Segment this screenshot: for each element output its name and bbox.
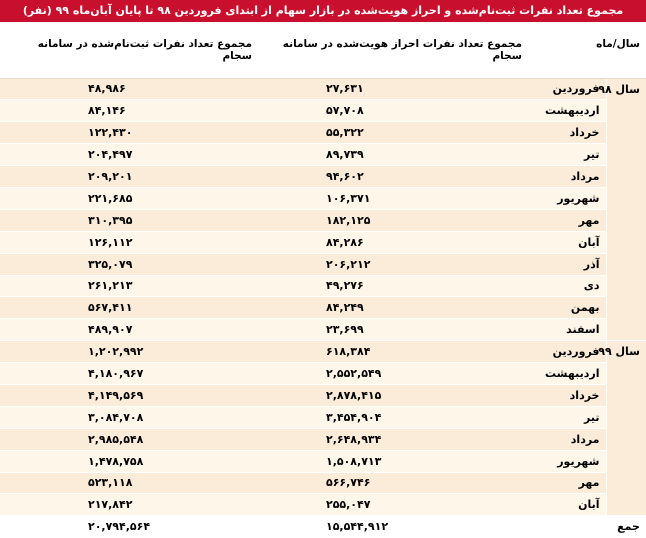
month-cell: خرداد (527, 384, 606, 407)
registered-cell: ۱,۲۰۲,۹۹۲ (0, 340, 258, 364)
month-cell: مرداد (527, 428, 606, 451)
verified-cell: ۱۸۲,۱۲۵ (257, 209, 528, 232)
month-cell: بهمن (527, 296, 606, 320)
registered-cell: ۲۱۷,۸۴۲ (0, 493, 258, 517)
verified-cell: ۲,۸۷۸,۴۱۵ (257, 384, 528, 407)
verified-cell: ۱۰۶,۳۷۱ (257, 187, 528, 210)
verified-cell: ۴۹,۲۷۶ (257, 275, 528, 298)
data-table: سال/ماه مجموع تعداد نفرات احراز هویت‌شده… (0, 22, 646, 538)
registered-cell: ۱,۴۷۸,۷۵۸ (0, 450, 258, 473)
verified-cell: ۸۴,۲۴۹ (257, 296, 528, 320)
month-cell: آبان (527, 493, 606, 517)
month-cell: مهر (527, 209, 606, 232)
header-cell: مجموع تعداد نفرات ثبت‌نام‌شده در سامانه … (0, 22, 258, 79)
verified-cell: ۲,۶۴۸,۹۳۴ (257, 428, 528, 451)
registered-cell: ۲,۹۸۵,۵۴۸ (0, 428, 258, 451)
month-cell: آذر (527, 253, 606, 276)
verified-cell: ۹۴,۶۰۲ (257, 165, 528, 188)
registered-cell: ۳,۰۸۴,۷۰۸ (0, 406, 258, 429)
table-row: تیر ۸۹,۷۳۹ ۲۰۴,۴۹۷ (0, 143, 646, 167)
table-row: بهمن ۸۴,۲۴۹ ۵۶۷,۴۱۱ (0, 296, 646, 320)
registered-cell: ۲۰۴,۴۹۷ (0, 143, 258, 167)
table-row: مرداد ۹۴,۶۰۲ ۲۰۹,۲۰۱ (0, 165, 646, 188)
month-cell: دی (527, 275, 606, 298)
header-row: سال/ماه مجموع تعداد نفرات احراز هویت‌شده… (0, 22, 646, 79)
verified-cell: ۲,۵۵۲,۵۴۹ (257, 362, 528, 385)
verified-cell: ۸۴,۲۸۶ (257, 231, 528, 254)
table-row: مهر ۵۶۶,۷۴۶ ۵۲۳,۱۱۸ (0, 472, 646, 495)
month-cell: آبان (527, 231, 606, 254)
registered-cell: ۳۱۰,۳۹۵ (0, 209, 258, 232)
total-verified: ۱۵,۵۴۴,۹۱۲ (257, 515, 528, 538)
month-cell: تیر (527, 406, 606, 429)
registered-cell: ۲۲۱,۶۸۵ (0, 187, 258, 210)
total-registered: ۲۰,۷۹۴,۵۶۴ (0, 515, 258, 538)
registered-cell: ۳۲۵,۰۷۹ (0, 253, 258, 276)
verified-cell: ۳,۴۵۴,۹۰۴ (257, 406, 528, 429)
table-row: آبان ۸۴,۲۸۶ ۱۲۶,۱۱۲ (0, 231, 646, 254)
registered-cell: ۲۶۱,۲۱۳ (0, 275, 258, 298)
verified-cell: ۵۷,۷۰۸ (257, 99, 528, 123)
month-cell: مهر (527, 472, 606, 495)
table-row: شهریور ۱۰۶,۳۷۱ ۲۲۱,۶۸۵ (0, 187, 646, 210)
header-cell: مجموع تعداد نفرات احراز هویت‌شده در ساما… (257, 22, 528, 79)
month-cell: شهریور (527, 187, 606, 210)
table-row: مرداد ۲,۶۴۸,۹۳۴ ۲,۹۸۵,۵۴۸ (0, 428, 646, 451)
registered-cell: ۴۸,۹۸۶ (0, 78, 258, 101)
header-cell: سال/ماه (527, 22, 646, 79)
year-cell: سال ۹۹ (598, 340, 646, 517)
registered-cell: ۵۲۳,۱۱۸ (0, 472, 258, 495)
verified-cell: ۲۵۵,۰۴۷ (257, 493, 528, 517)
table-row: اسفند ۲۳,۶۹۹ ۴۸۹,۹۰۷ (0, 318, 646, 342)
verified-cell: ۵۶۶,۷۴۶ (257, 472, 528, 495)
table-row: سال ۹۸ فروردین ۲۷,۶۳۱ ۴۸,۹۸۶ (0, 78, 646, 342)
month-cell: اردیبهشت (527, 99, 606, 123)
month-cell: فروردین (527, 78, 606, 101)
registered-cell: ۱۲۲,۴۳۰ (0, 121, 258, 145)
table-row: آذر ۲۰۶,۲۱۲ ۳۲۵,۰۷۹ (0, 253, 646, 276)
table-row: سال ۹۹ فروردین ۶۱۸,۳۸۴ ۱,۲۰۲,۹۹۲ (0, 340, 646, 517)
registered-cell: ۴,۱۸۰,۹۶۷ (0, 362, 258, 385)
table-row: شهریور ۱,۵۰۸,۷۱۳ ۱,۴۷۸,۷۵۸ (0, 450, 646, 473)
month-cell: مرداد (527, 165, 606, 188)
total-label: جمع (527, 515, 646, 538)
year-cell: سال ۹۸ (598, 78, 646, 342)
table-row: اردیبهشت ۲,۵۵۲,۵۴۹ ۴,۱۸۰,۹۶۷ (0, 362, 646, 385)
month-cell: اسفند (527, 318, 606, 342)
month-cell: شهریور (527, 450, 606, 473)
registered-cell: ۸۴,۱۴۶ (0, 99, 258, 123)
table-body: سال ۹۸ فروردین ۲۷,۶۳۱ ۴۸,۹۸۶ اردیبهشت ۵۷,۷۰۸ ۸… (0, 78, 646, 538)
month-cell: اردیبهشت (527, 362, 606, 385)
verified-cell: ۲۷,۶۳۱ (257, 78, 528, 101)
verified-cell: ۲۳,۶۹۹ (257, 318, 528, 342)
month-cell: فروردین (527, 340, 606, 364)
table-row: اردیبهشت ۵۷,۷۰۸ ۸۴,۱۴۶ (0, 99, 646, 123)
total-row: جمع ۱۵,۵۴۴,۹۱۲ ۲۰,۷۹۴,۵۶۴ (0, 515, 646, 538)
table-row: دی ۴۹,۲۷۶ ۲۶۱,۲۱۳ (0, 275, 646, 298)
registered-cell: ۲۰۹,۲۰۱ (0, 165, 258, 188)
table-row: خرداد ۵۵,۳۲۲ ۱۲۲,۴۳۰ (0, 121, 646, 145)
verified-cell: ۲۰۶,۲۱۲ (257, 253, 528, 276)
registered-cell: ۴۸۹,۹۰۷ (0, 318, 258, 342)
table-row: مهر ۱۸۲,۱۲۵ ۳۱۰,۳۹۵ (0, 209, 646, 232)
month-cell: تیر (527, 143, 606, 167)
verified-cell: ۶۱۸,۳۸۴ (257, 340, 528, 364)
registered-cell: ۱۲۶,۱۱۲ (0, 231, 258, 254)
table-row: تیر ۳,۴۵۴,۹۰۴ ۳,۰۸۴,۷۰۸ (0, 406, 646, 429)
table-row: آبان ۲۵۵,۰۴۷ ۲۱۷,۸۴۲ (0, 493, 646, 517)
verified-cell: ۸۹,۷۳۹ (257, 143, 528, 167)
table-row: خرداد ۲,۸۷۸,۴۱۵ ۴,۱۴۹,۵۶۹ (0, 384, 646, 407)
registered-cell: ۴,۱۴۹,۵۶۹ (0, 384, 258, 407)
title-bar: مجموع تعداد نفرات ثبت‌نام‌شده و احراز هو… (0, 0, 646, 22)
verified-cell: ۱,۵۰۸,۷۱۳ (257, 450, 528, 473)
month-cell: خرداد (527, 121, 606, 145)
verified-cell: ۵۵,۳۲۲ (257, 121, 528, 145)
registered-cell: ۵۶۷,۴۱۱ (0, 296, 258, 320)
